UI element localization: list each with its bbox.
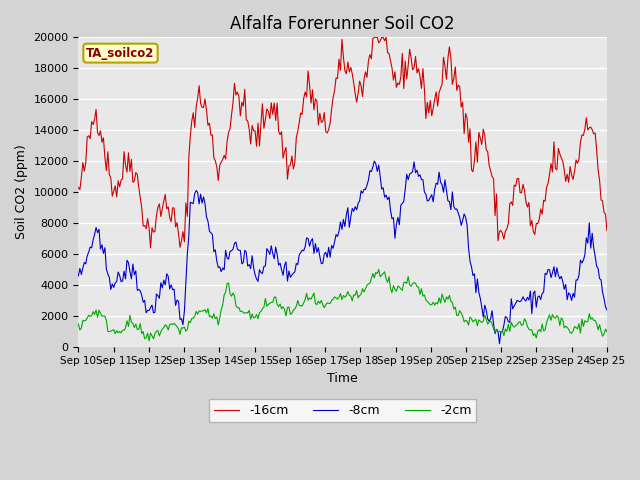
-2cm <box>252 314 259 320</box>
-8cm <box>259 271 266 276</box>
-16cm <box>140 223 147 229</box>
-8cm <box>140 300 147 305</box>
Text: TA_soilco2: TA_soilco2 <box>86 47 155 60</box>
-16cm <box>75 184 83 190</box>
-2cm <box>603 329 611 335</box>
-16cm <box>371 35 378 40</box>
-8cm <box>371 158 378 164</box>
Title: Alfalfa Forerunner Soil CO2: Alfalfa Forerunner Soil CO2 <box>230 15 455 33</box>
-16cm <box>147 245 154 251</box>
Line: -8cm: -8cm <box>79 161 607 344</box>
-2cm <box>234 305 241 311</box>
Line: -16cm: -16cm <box>79 37 607 248</box>
X-axis label: Time: Time <box>327 372 358 385</box>
Legend: -16cm, -8cm, -2cm: -16cm, -8cm, -2cm <box>209 399 476 422</box>
-16cm <box>577 139 584 145</box>
-8cm <box>232 239 240 245</box>
-8cm <box>577 257 584 263</box>
-8cm <box>306 243 314 249</box>
-8cm <box>495 341 503 347</box>
-8cm <box>250 264 257 270</box>
-2cm <box>75 321 83 327</box>
-2cm <box>577 330 584 336</box>
Line: -2cm: -2cm <box>79 269 607 341</box>
-8cm <box>75 273 83 279</box>
-8cm <box>603 307 611 313</box>
-2cm <box>307 296 315 302</box>
-16cm <box>307 100 315 106</box>
-16cm <box>603 228 611 233</box>
-2cm <box>260 304 268 310</box>
-2cm <box>375 266 383 272</box>
-16cm <box>252 128 259 133</box>
-16cm <box>234 89 241 95</box>
Y-axis label: Soil CO2 (ppm): Soil CO2 (ppm) <box>15 144 28 240</box>
-16cm <box>260 125 268 131</box>
-2cm <box>145 338 153 344</box>
-2cm <box>140 329 147 335</box>
